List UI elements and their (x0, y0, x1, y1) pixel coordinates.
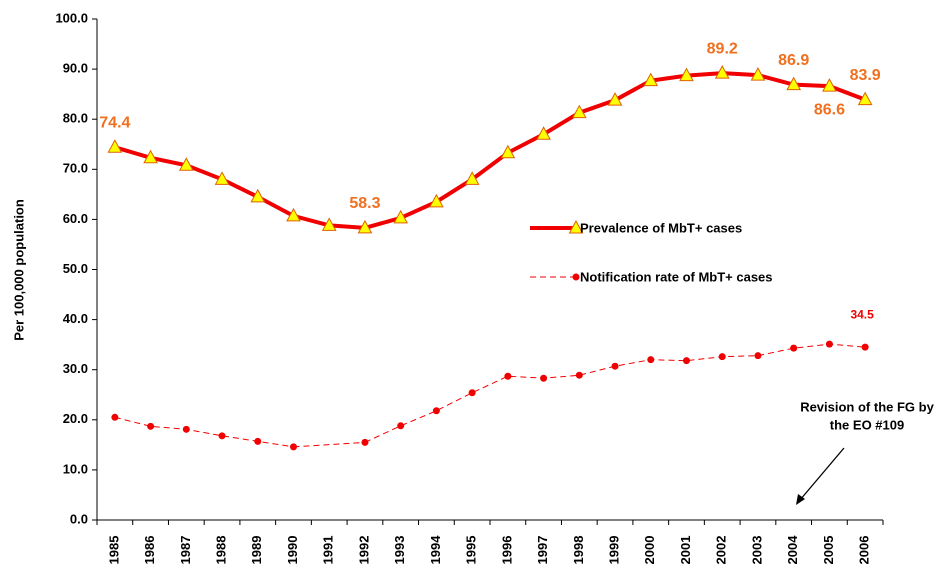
x-tick-label: 1985 (106, 536, 121, 565)
marker (861, 343, 869, 351)
y-tick-label: 60.0 (63, 211, 88, 226)
marker (857, 91, 873, 106)
x-tick-label: 1995 (464, 536, 479, 565)
x-tick-label: 1992 (356, 536, 371, 565)
x-tick-label: 2006 (857, 536, 872, 565)
data-label: 83.9 (850, 67, 881, 84)
y-tick-label: 100.0 (55, 10, 88, 25)
marker (290, 443, 297, 451)
marker (254, 437, 262, 445)
y-tick-label: 40.0 (63, 311, 88, 326)
x-tick-label: 1996 (499, 536, 514, 565)
marker (393, 209, 409, 224)
marker (361, 438, 369, 446)
x-tick-label: 2001 (678, 536, 693, 565)
annotation: the EO #109 (830, 417, 904, 432)
y-axis-label: Per 100,000 population (11, 199, 26, 341)
marker (718, 353, 726, 361)
x-tick-label: 1994 (428, 535, 443, 565)
marker (643, 72, 659, 87)
marker (182, 425, 190, 433)
marker (357, 219, 373, 234)
x-tick-label: 2005 (821, 536, 836, 565)
annotation-arrow (799, 447, 845, 501)
marker (683, 357, 690, 365)
legend-label: Prevalence of MbT+ cases (580, 220, 742, 235)
series-line (114, 71, 866, 230)
data-label: 74.4 (99, 114, 130, 131)
series-line (114, 416, 294, 448)
marker (750, 67, 766, 81)
x-tick-label: 1988 (213, 536, 228, 565)
marker (214, 171, 230, 185)
x-tick-label: 1989 (249, 536, 264, 565)
marker (500, 144, 516, 159)
marker (178, 157, 194, 171)
x-tick-label: 1990 (285, 536, 300, 565)
gap-bridge (293, 441, 365, 448)
marker (679, 67, 694, 82)
y-tick-label: 0.0 (70, 511, 88, 526)
marker (571, 104, 587, 119)
marker (825, 340, 833, 348)
x-tick-label: 1991 (321, 536, 336, 565)
marker (822, 78, 837, 92)
marker (504, 372, 512, 380)
marker (250, 188, 266, 203)
marker (468, 389, 476, 397)
x-tick-label: 1997 (535, 536, 550, 565)
marker (111, 413, 119, 421)
data-label: 89.2 (707, 40, 738, 57)
y-tick-label: 30.0 (63, 361, 88, 376)
marker (286, 207, 301, 222)
y-tick-label: 80.0 (63, 111, 88, 126)
y-tick-label: 20.0 (63, 411, 88, 426)
marker (647, 356, 655, 364)
legend-label: Notification rate of MbT+ cases (580, 269, 773, 284)
x-tick-label: 1986 (142, 536, 157, 565)
marker (107, 139, 123, 153)
legend-marker (572, 273, 580, 281)
x-tick-label: 1998 (571, 536, 586, 565)
marker (464, 171, 480, 185)
y-tick-label: 70.0 (63, 161, 88, 176)
marker (786, 76, 802, 91)
marker (575, 371, 583, 379)
marker (143, 149, 158, 164)
data-label: 58.3 (349, 195, 380, 212)
x-tick-label: 2000 (642, 536, 657, 565)
marker (432, 407, 440, 415)
marker (429, 193, 444, 208)
marker (790, 344, 798, 352)
marker (714, 65, 730, 79)
marker (321, 217, 337, 231)
data-label: 86.9 (778, 52, 809, 69)
x-tick-label: 1993 (392, 536, 407, 565)
marker (540, 374, 548, 382)
x-tick-label: 2004 (785, 535, 800, 565)
data-label: 86.6 (814, 101, 845, 118)
marker (218, 432, 226, 440)
marker (536, 126, 551, 140)
annotation-arrowhead (796, 494, 805, 505)
y-tick-label: 90.0 (63, 61, 88, 76)
legend-marker (568, 219, 584, 234)
annotation: Revision of the FG by (800, 399, 934, 414)
x-tick-label: 1999 (606, 536, 621, 565)
marker (754, 352, 762, 360)
series-line (364, 343, 866, 443)
data-label: 34.5 (850, 307, 874, 321)
y-tick-label: 50.0 (63, 261, 88, 276)
x-tick-label: 2003 (749, 536, 764, 565)
x-tick-label: 1987 (178, 536, 193, 565)
marker (611, 362, 619, 370)
marker (147, 422, 155, 430)
marker (397, 422, 405, 430)
x-tick-label: 2002 (714, 536, 729, 565)
y-tick-label: 10.0 (63, 461, 88, 476)
marker (607, 92, 623, 106)
